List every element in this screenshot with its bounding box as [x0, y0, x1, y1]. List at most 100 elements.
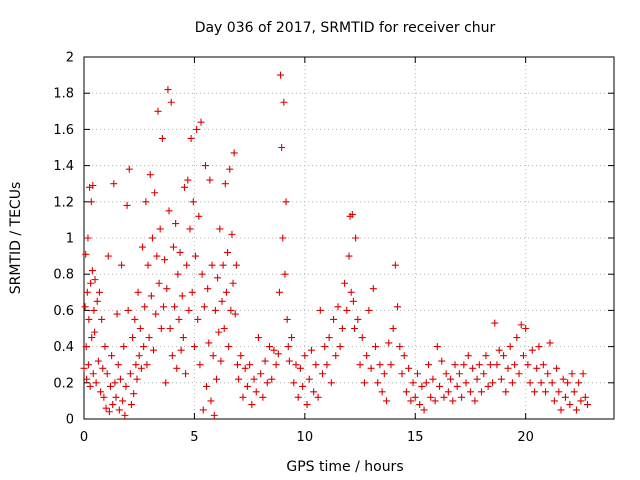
y-tick-label: 0.8 — [53, 268, 74, 283]
data-point — [136, 325, 144, 332]
data-point — [511, 361, 519, 369]
data-point — [268, 375, 276, 383]
data-point — [449, 397, 457, 405]
data-point — [109, 401, 117, 409]
data-point — [205, 339, 213, 347]
data-point — [261, 357, 269, 365]
data-point — [167, 98, 175, 106]
data-point — [469, 364, 477, 372]
data-point — [348, 210, 356, 218]
data-points — [80, 71, 591, 419]
data-point — [493, 361, 501, 369]
data-point — [272, 361, 280, 369]
data-point — [391, 261, 399, 269]
data-point — [193, 125, 201, 133]
x-tick-label: 10 — [297, 430, 314, 445]
data-point — [81, 303, 89, 311]
data-point — [121, 411, 129, 419]
y-tick-label: 0.4 — [53, 340, 74, 355]
data-point — [200, 303, 208, 311]
y-tick-label: 1.6 — [53, 123, 74, 138]
data-point — [458, 393, 466, 401]
data-point — [158, 134, 166, 142]
data-point — [533, 364, 541, 372]
data-point — [188, 288, 196, 296]
data-point — [416, 401, 424, 409]
data-point — [312, 361, 320, 369]
data-point — [387, 361, 395, 369]
data-point — [475, 361, 483, 369]
data-point — [189, 198, 197, 206]
data-point — [155, 279, 163, 287]
data-point — [225, 343, 233, 351]
data-point — [363, 352, 371, 360]
data-point — [471, 397, 479, 405]
data-point — [420, 406, 428, 414]
data-point — [259, 393, 267, 401]
data-point — [266, 343, 273, 351]
data-point — [82, 343, 90, 351]
data-point — [86, 183, 94, 191]
data-point — [178, 292, 186, 300]
data-point — [80, 364, 88, 372]
data-point — [104, 252, 112, 260]
data-point — [219, 261, 227, 269]
data-point — [125, 165, 133, 173]
data-point — [84, 361, 92, 369]
data-point — [455, 370, 463, 378]
data-point — [294, 393, 302, 401]
data-point — [82, 250, 90, 258]
data-point — [367, 364, 375, 372]
data-point — [130, 390, 138, 398]
data-point — [152, 310, 160, 318]
data-point — [215, 328, 223, 336]
data-point — [561, 393, 569, 401]
data-point — [83, 375, 91, 383]
data-point — [383, 397, 391, 405]
data-point — [440, 393, 448, 401]
data-point — [270, 346, 278, 354]
data-point — [126, 370, 134, 378]
axis-ticks: 00.20.40.60.811.21.41.61.820 5 10 15 20 — [53, 51, 614, 445]
data-point — [566, 401, 574, 409]
data-point — [227, 306, 235, 314]
data-point — [517, 321, 525, 329]
data-point — [88, 267, 96, 275]
data-point — [303, 401, 311, 409]
data-point — [544, 370, 552, 378]
data-point — [197, 118, 205, 126]
data-point — [222, 288, 230, 296]
data-point — [407, 397, 415, 405]
data-point — [171, 303, 179, 311]
data-point — [411, 393, 419, 401]
data-point — [385, 339, 393, 347]
data-point — [89, 370, 97, 378]
data-point — [173, 364, 181, 372]
data-point — [243, 382, 251, 390]
data-point — [112, 393, 120, 401]
data-point — [334, 303, 342, 311]
data-point — [198, 270, 206, 278]
data-point — [176, 248, 184, 256]
data-point — [482, 352, 490, 360]
data-point — [218, 297, 226, 305]
data-point — [87, 279, 95, 287]
data-point — [122, 382, 130, 390]
data-point — [208, 261, 216, 269]
data-point — [305, 375, 313, 383]
data-point — [100, 393, 108, 401]
data-point — [433, 343, 441, 351]
data-point — [447, 375, 455, 383]
data-point — [113, 310, 121, 318]
data-point — [572, 406, 580, 414]
data-point — [129, 334, 137, 342]
data-point — [214, 274, 222, 282]
data-point — [183, 261, 191, 269]
data-point — [231, 310, 239, 318]
data-point — [220, 325, 228, 332]
data-point — [163, 285, 171, 293]
data-point — [274, 350, 282, 358]
data-point — [124, 306, 132, 314]
y-tick-label: 1 — [66, 232, 74, 247]
data-point — [356, 361, 364, 369]
